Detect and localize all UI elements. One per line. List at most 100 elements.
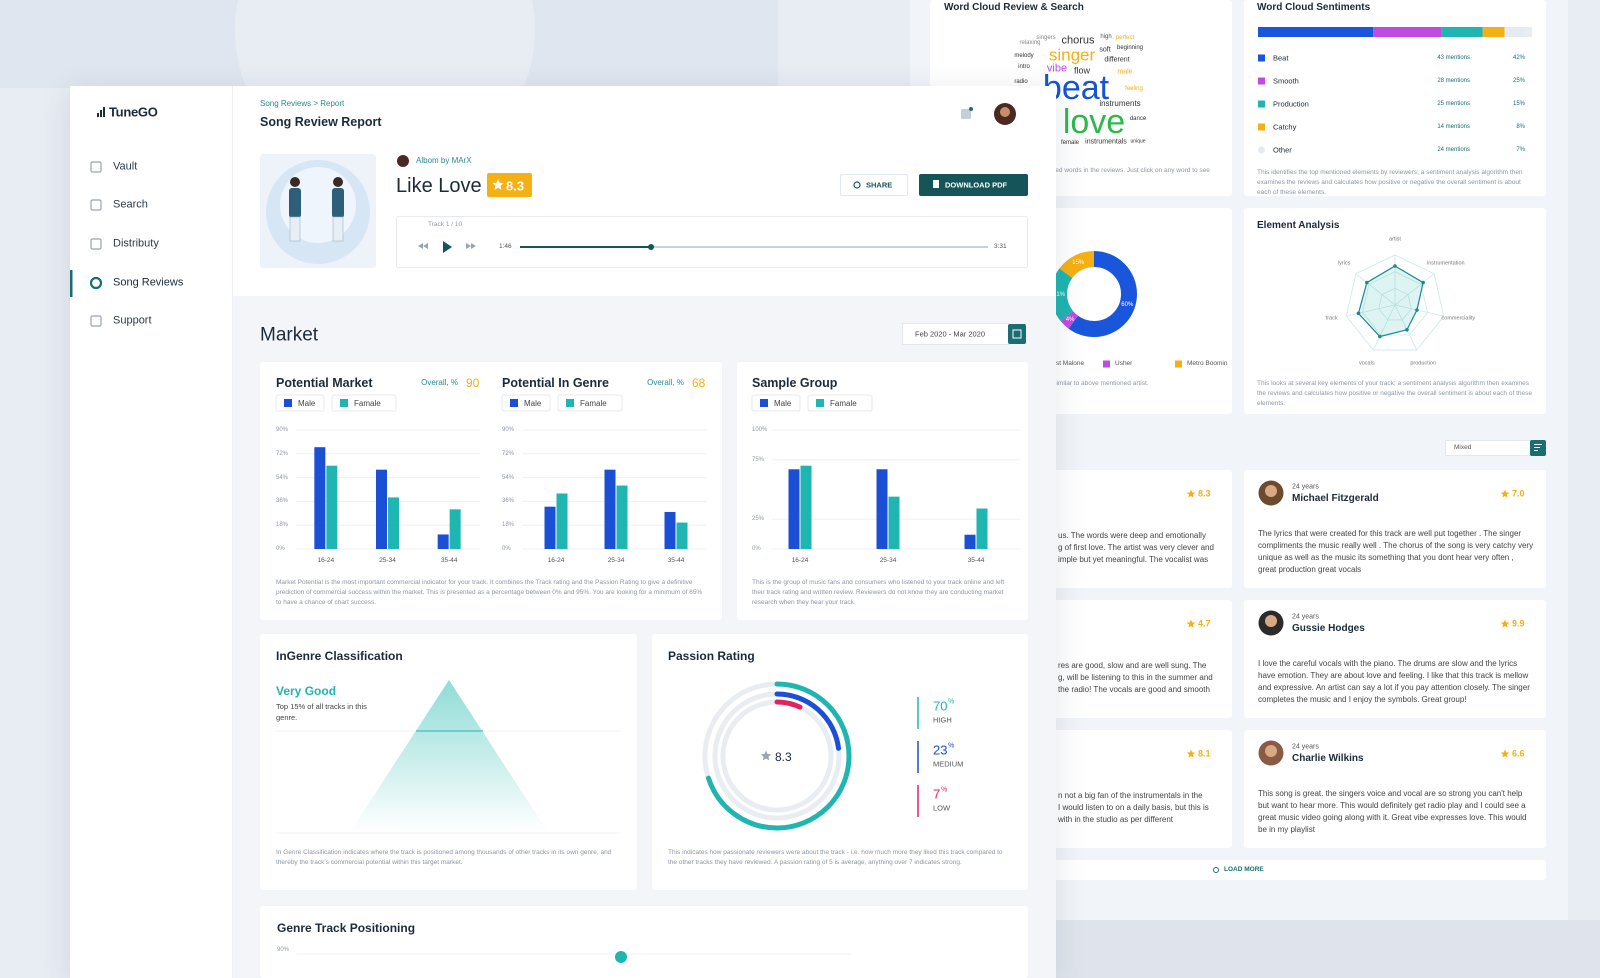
page-title: Song Review Report [260,114,382,129]
calendar-button[interactable] [1008,324,1026,344]
y-tick-label: 72% [276,450,289,457]
card-description: This looks at several key elements of yo… [1257,380,1532,407]
review-rating: 8.3 [1198,488,1211,499]
sentiment-share: 25% [1512,78,1525,84]
sentiment-mentions: 25 mentions [1437,101,1470,107]
review-card [1244,600,1546,718]
sentiment-name: Catchy [1273,122,1297,132]
y-tick-label: 25% [752,516,765,523]
cloud-word[interactable]: chorus [1061,34,1095,47]
card-title: InGenre Classification [276,649,403,663]
cloud-word[interactable]: vibe [1046,62,1068,75]
sentiment-share: 8% [1516,124,1525,130]
nav-item[interactable] [70,190,233,220]
cloud-word[interactable]: perfect [1115,35,1135,41]
share-button[interactable] [840,174,908,196]
y-tick-label: 54% [502,474,515,481]
card-title: Word Cloud Sentiments [1257,2,1371,13]
date-range[interactable]: Feb 2020 - Mar 2020 [915,329,986,339]
sentiment-mentions: 14 mentions [1437,124,1470,130]
review-text-line: with in the studio as per different [1058,815,1174,824]
cloud-word[interactable]: singer [1048,45,1096,65]
cloud-word[interactable]: instruments [1099,99,1141,108]
cloud-word[interactable]: flow [1073,65,1091,76]
cloud-word[interactable]: radio [1014,79,1028,85]
y-tick-label: 90% [277,947,290,953]
review-text-line: I would listen to on a daily basis, but … [1058,803,1209,812]
cloud-word[interactable]: female [1060,140,1080,146]
legend-label: Metro Boomin [1187,359,1228,367]
track-name: Like Love [396,175,482,197]
cloud-word[interactable]: male [1117,68,1133,76]
nav-item[interactable] [70,152,233,182]
radar-label: artist [1389,236,1401,243]
filter-value[interactable]: Mixed [1454,443,1472,451]
overall-value: 68 [692,376,706,390]
sentiment-mentions: 28 mentions [1437,78,1470,84]
y-tick-label: 54% [276,474,289,481]
load-more[interactable]: LOAD MORE [1224,865,1264,873]
y-tick-label: 0% [502,546,511,552]
sentiment-name: Smooth [1273,76,1299,86]
review-text-line: res are good, slow and are well sung. Th… [1058,661,1207,670]
filter-button[interactable] [1530,440,1546,456]
cloud-word[interactable]: love [1062,103,1126,141]
cloud-word[interactable]: feeling [1125,86,1143,92]
positioning-card [260,906,1028,978]
ingenre-grade: Very Good [276,684,337,698]
nav-label[interactable]: Support [113,314,152,327]
nav-label[interactable]: Vault [113,160,138,173]
share-label[interactable]: SHARE [866,180,893,190]
legend-label: Usher [1115,359,1133,367]
cloud-word[interactable]: singers [1036,35,1056,41]
level-value: 23 [933,742,948,758]
nav-label[interactable]: Distributy [113,237,159,250]
review-text-line: imple but yet meaningful. The vocalist w… [1058,555,1209,564]
y-tick-label: 90% [276,427,289,433]
cloud-word[interactable]: intro [1018,64,1030,70]
load-more-bar[interactable] [930,860,1546,880]
cloud-word[interactable]: relaxing [1019,40,1041,46]
review-text-line: g, will be listening to this in the summ… [1058,673,1213,682]
radar-label: commerciality [1441,315,1476,322]
level-name: MEDIUM [933,759,964,769]
donut-label: 4% [1065,316,1075,323]
reviewer-age: 24 years [1292,613,1319,621]
cloud-word[interactable]: high [1100,34,1112,40]
cloud-word[interactable]: different [1104,56,1130,64]
player [396,216,1028,268]
cloud-word[interactable]: unique [1130,138,1146,145]
review-text: This song is great. the singers voice an… [1258,789,1527,834]
sentiment-mentions: 43 mentions [1437,55,1470,61]
reviewer-age: 24 years [1292,483,1319,491]
cloud-word[interactable]: beginning [1116,45,1144,51]
sentiments-card [1244,0,1546,196]
radar-label: vocals [1359,359,1375,366]
card-description: This identifies the top mentioned elemen… [1257,169,1523,196]
sentiment-name: Other [1273,145,1292,155]
cloud-word[interactable]: instrumentals [1085,138,1127,146]
nav-label[interactable]: Search [113,198,148,211]
download-label[interactable]: DOWNLOAD PDF [945,180,1008,190]
nav-label[interactable]: Song Reviews [113,276,184,289]
cloud-word[interactable]: melody [1014,53,1034,59]
overall-label: Overall, % [647,378,684,387]
reviewer-name: Charlie Wilkins [1292,753,1364,764]
x-tick-label: 16-24 [317,556,335,564]
card-title: Word Cloud Review & Search [944,2,1084,13]
download-button[interactable] [919,174,1028,196]
y-tick-label: 75% [752,456,765,463]
y-tick-label: 90% [502,427,515,433]
level-unit: % [941,786,948,794]
chart-description: This is the group of music fans and cons… [752,579,1005,606]
album-artist: Albom by MArX [416,156,472,165]
donut-label: 60% [1121,301,1134,308]
review-card [1244,730,1546,848]
level-value: 7 [933,786,941,802]
legend-label: Famale [580,398,607,408]
backdrop-top [0,0,778,88]
cloud-word[interactable]: dance [1129,116,1147,122]
review-rating: 4.7 [1198,618,1211,629]
x-tick-label: 16-24 [791,556,809,564]
cloud-word[interactable]: soft [1099,46,1111,54]
